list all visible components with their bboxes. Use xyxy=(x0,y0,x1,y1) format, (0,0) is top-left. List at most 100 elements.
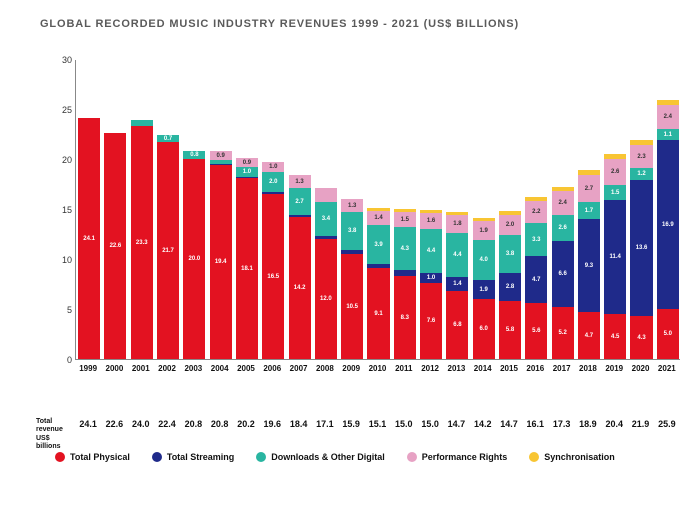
seg-value-label: 2.8 xyxy=(499,284,521,290)
seg-downloads: 1.7 xyxy=(578,202,600,219)
seg-downloads: 2.7 xyxy=(289,188,311,215)
seg-value-label: 18.1 xyxy=(236,266,258,272)
seg-value-label: 8.3 xyxy=(394,315,416,321)
seg-streaming: 16.9 xyxy=(657,140,679,309)
seg-sync xyxy=(367,208,389,211)
seg-physical: 22.6 xyxy=(104,133,126,359)
seg-performance: 2.4 xyxy=(657,105,679,129)
seg-value-label: 0.7 xyxy=(157,136,179,142)
legend-swatch-icon xyxy=(407,452,417,462)
seg-streaming: 13.6 xyxy=(630,180,652,316)
seg-value-label: 6.0 xyxy=(473,326,495,332)
bar-1999: 24.1 xyxy=(78,118,100,359)
seg-value-label: 2.4 xyxy=(657,114,679,120)
bar-2000: 22.6 xyxy=(104,133,126,359)
seg-value-label: 1.0 xyxy=(420,275,442,281)
seg-value-label: 9.1 xyxy=(367,311,389,317)
seg-downloads: 1.5 xyxy=(604,185,626,200)
seg-value-label: 1.9 xyxy=(473,228,495,234)
total-cell: 20.2 xyxy=(235,419,257,429)
seg-physical: 5.0 xyxy=(657,309,679,359)
seg-value-label: 6.6 xyxy=(552,271,574,277)
seg-value-label: 6.8 xyxy=(446,322,468,328)
seg-downloads: 1.0 xyxy=(236,167,258,177)
seg-value-label: 3.9 xyxy=(367,242,389,248)
bar-2010: 9.13.91.4 xyxy=(367,208,389,359)
seg-value-label: 5.6 xyxy=(525,328,547,334)
seg-sync xyxy=(525,197,547,201)
seg-value-label: 2.2 xyxy=(525,209,547,215)
seg-value-label: 1.2 xyxy=(630,171,652,177)
legend-item-streaming: Total Streaming xyxy=(152,452,234,462)
bar-2003: 20.0 0.8 xyxy=(183,151,205,359)
seg-downloads: 4.4 xyxy=(446,233,468,277)
seg-value-label: 1.7 xyxy=(578,208,600,214)
total-cell: 20.4 xyxy=(603,419,625,429)
total-cell: 24.1 xyxy=(77,419,99,429)
seg-physical: 4.7 xyxy=(578,312,600,359)
seg-physical: 10.5 xyxy=(341,254,363,359)
bar-2021: 5.016.91.1 2.4 xyxy=(657,100,679,359)
seg-value-label: 22.6 xyxy=(104,243,126,249)
seg-value-label: 5.8 xyxy=(499,327,521,333)
legend-item-physical: Total Physical xyxy=(55,452,130,462)
bar-2019: 4.511.41.52.6 xyxy=(604,154,626,359)
seg-streaming: 11.4 xyxy=(604,200,626,314)
y-tick: 30 xyxy=(48,55,72,65)
seg-streaming: 4.7 xyxy=(525,256,547,303)
x-tick-label: 2013 xyxy=(445,364,467,373)
seg-value-label: 20.0 xyxy=(183,256,205,262)
seg-performance: 1.3 xyxy=(341,199,363,212)
seg-streaming: 1.4 xyxy=(446,277,468,291)
seg-physical: 19.4 xyxy=(210,165,232,359)
seg-downloads: 0.8 xyxy=(183,151,205,159)
bar-2020: 4.313.61.22.3 xyxy=(630,140,652,359)
seg-downloads: 3.3 xyxy=(525,223,547,256)
total-cell: 22.4 xyxy=(156,419,178,429)
total-cell: 20.8 xyxy=(209,419,231,429)
x-tick-label: 2015 xyxy=(498,364,520,373)
seg-physical: 4.5 xyxy=(604,314,626,359)
seg-streaming xyxy=(289,215,311,217)
bar-2011: 8.34.31.5 xyxy=(394,209,416,359)
seg-value-label: 1.6 xyxy=(420,218,442,224)
seg-physical: 6.0 xyxy=(473,299,495,359)
seg-value-label: 7.6 xyxy=(420,318,442,324)
x-axis-labels: 1999200020012002200320042005200620072008… xyxy=(75,362,680,376)
seg-performance xyxy=(315,188,337,202)
bar-2001: 23.3 xyxy=(131,120,153,359)
bar-2017: 5.26.62.62.4 xyxy=(552,187,574,359)
x-tick-label: 2006 xyxy=(261,364,283,373)
bar-2002: 21.70.7 xyxy=(157,135,179,359)
seg-downloads: 3.8 xyxy=(499,235,521,273)
seg-value-label: 24.1 xyxy=(78,236,100,242)
seg-downloads: 1.1 xyxy=(657,129,679,140)
total-cell: 15.0 xyxy=(419,419,441,429)
x-tick-label: 2008 xyxy=(314,364,336,373)
bar-2007: 14.2 2.7 1.3 xyxy=(289,175,311,359)
seg-value-label: 11.4 xyxy=(604,254,626,260)
seg-downloads: 2.0 xyxy=(262,172,284,192)
totals-row: Total revenueUS$ billions 24.122.624.022… xyxy=(40,418,680,450)
seg-physical: 14.2 xyxy=(289,217,311,359)
seg-value-label: 19.4 xyxy=(210,259,232,265)
seg-physical: 7.6 xyxy=(420,283,442,359)
y-tick: 0 xyxy=(48,355,72,365)
seg-performance: 1.3 xyxy=(289,175,311,188)
total-cell: 18.4 xyxy=(288,419,310,429)
seg-value-label: 2.7 xyxy=(289,199,311,205)
chart-area: 05101520253024.122.623.321.70.720.00.819… xyxy=(40,50,680,410)
x-tick-label: 2004 xyxy=(209,364,231,373)
seg-streaming xyxy=(236,177,258,178)
seg-downloads: 3.9 xyxy=(367,225,389,264)
seg-value-label: 1.0 xyxy=(262,164,284,170)
x-tick-label: 2009 xyxy=(340,364,362,373)
y-tick: 25 xyxy=(48,105,72,115)
x-tick-label: 2002 xyxy=(156,364,178,373)
x-tick-label: 2005 xyxy=(235,364,257,373)
seg-value-label: 4.3 xyxy=(394,246,416,252)
seg-streaming xyxy=(315,236,337,239)
seg-value-label: 0.9 xyxy=(236,160,258,166)
seg-streaming: 1.9 xyxy=(473,280,495,299)
bar-2018: 4.79.31.72.7 xyxy=(578,170,600,359)
